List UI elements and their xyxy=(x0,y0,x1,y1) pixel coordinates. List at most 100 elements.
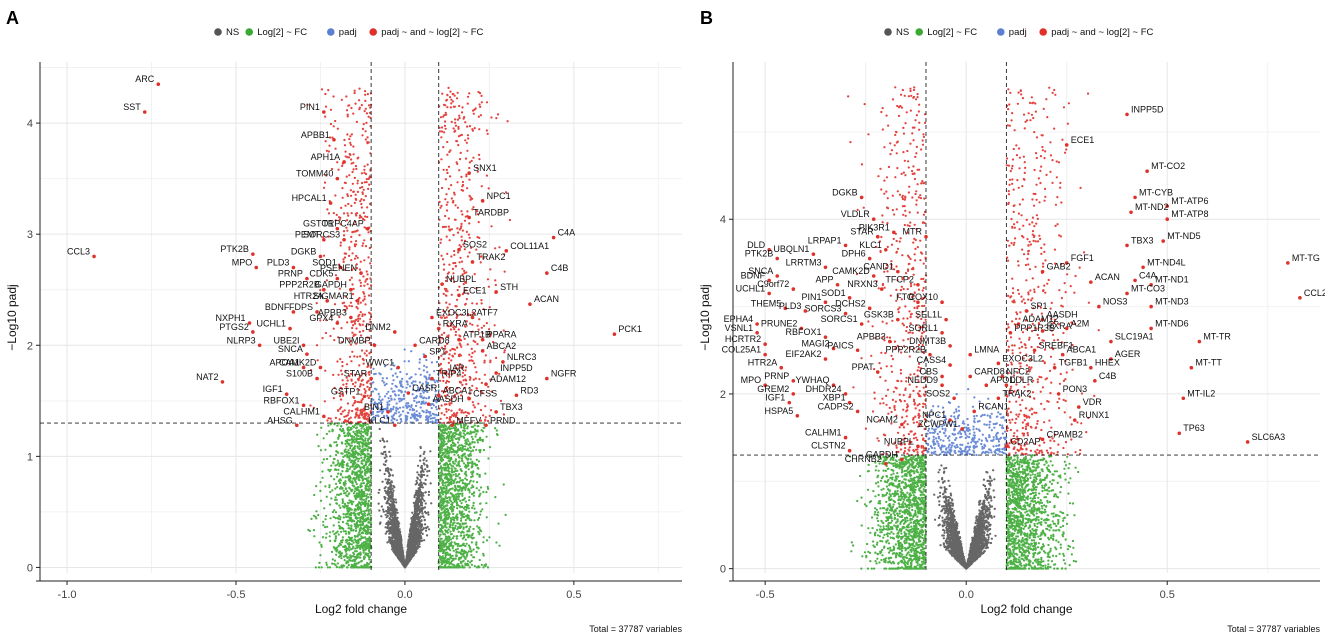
gene-label: PIN1 xyxy=(300,102,320,112)
gene-label: IGF1 xyxy=(765,393,785,403)
gene-label: MT-CO2 xyxy=(1151,161,1185,171)
labeled-point xyxy=(301,343,306,348)
points-padj xyxy=(370,343,440,424)
labeled-point xyxy=(811,252,816,256)
labeled-point xyxy=(883,462,888,466)
labeled-point xyxy=(1189,365,1194,370)
labeled-point xyxy=(1016,322,1021,326)
gene-label: C9orf72 xyxy=(757,279,789,289)
labeled-point xyxy=(318,365,323,370)
labeled-point xyxy=(755,330,759,335)
x-tick-label: 0.5 xyxy=(1160,589,1175,601)
gene-label: ARC xyxy=(135,74,155,84)
labeled-point xyxy=(362,394,367,399)
gene-label: STAR xyxy=(850,227,874,237)
labeled-point xyxy=(247,321,252,325)
labeled-point xyxy=(305,276,309,281)
gene-label: GSTP1 xyxy=(331,386,361,396)
labeled-point xyxy=(514,393,519,398)
labeled-point xyxy=(1064,326,1069,331)
labeled-point xyxy=(763,352,767,357)
gene-label: TOMM40 xyxy=(296,169,333,179)
gene-label: INPP5D xyxy=(500,363,533,373)
x-tick-label: 0.5 xyxy=(566,589,581,601)
labeled-point xyxy=(767,291,771,296)
y-tick-label: 0 xyxy=(720,564,726,576)
labeled-point xyxy=(1197,339,1202,344)
labeled-point xyxy=(484,423,488,428)
gene-label: MT-ND6 xyxy=(1155,318,1189,328)
labeled-point xyxy=(767,278,771,283)
gene-label: NAT2 xyxy=(196,372,218,382)
gene-label: RD3 xyxy=(520,385,538,395)
labeled-point xyxy=(430,315,434,320)
labeled-point xyxy=(1040,437,1045,442)
gene-label: PPP2R2B xyxy=(885,345,926,355)
labeled-point xyxy=(450,423,455,428)
labeled-point xyxy=(254,265,259,270)
gene-label: BIN1 xyxy=(364,402,384,412)
gene-label: C4A xyxy=(1139,270,1157,280)
gene-label: CALHM1 xyxy=(283,406,320,416)
gene-label: APH1A xyxy=(311,152,341,162)
gene-label: ATF7 xyxy=(477,308,498,318)
labeled-point xyxy=(1024,309,1029,313)
labeled-point xyxy=(322,414,326,419)
labeled-point xyxy=(1000,374,1005,379)
points-ns xyxy=(933,464,997,570)
gene-label: RXRA xyxy=(1047,321,1072,331)
gene-label: CDK5 xyxy=(309,269,333,279)
labeled-point xyxy=(322,287,326,292)
labeled-point xyxy=(948,418,952,422)
labeled-point xyxy=(791,379,796,383)
gene-label: TRAK2 xyxy=(477,252,506,262)
labeled-point xyxy=(775,256,780,261)
labeled-point xyxy=(1298,296,1302,300)
gene-label: NGFR xyxy=(551,369,577,379)
x-tick-label: -0.5 xyxy=(226,589,245,601)
gene-label: COX10 xyxy=(909,292,939,302)
gene-label: DCHS2 xyxy=(835,298,866,308)
gene-label: ADAM12 xyxy=(1022,314,1058,324)
gene-label: NXPH1 xyxy=(215,313,245,323)
gene-label: CASR xyxy=(412,383,438,393)
gene-label: APP xyxy=(816,275,834,285)
gene-label: C4A xyxy=(558,228,576,238)
gene-label: CCL3 xyxy=(67,246,90,256)
labeled-point xyxy=(288,326,292,331)
legend-label: padj xyxy=(339,27,357,38)
gene-label: SNX1 xyxy=(473,163,497,173)
gene-label: EIF2AK2 xyxy=(785,349,821,359)
gene-label: TFCP2 xyxy=(885,275,914,285)
gene-label: SP1 xyxy=(429,346,446,356)
labeled-point xyxy=(372,343,377,348)
gene-label: RCAN1 xyxy=(978,401,1009,411)
gene-label: MT-TG xyxy=(1292,253,1320,263)
gene-label: MAGI2 xyxy=(801,339,829,349)
gene-label: PEMT xyxy=(295,230,321,240)
gene-label: NEDD9 xyxy=(908,375,939,385)
labeled-point xyxy=(457,293,461,298)
gene-label: SREBF1 xyxy=(1039,340,1074,350)
labeled-point xyxy=(1076,405,1081,409)
gene-label: NRXN3 xyxy=(847,279,878,289)
labeled-point xyxy=(944,317,948,322)
labeled-point xyxy=(335,176,340,181)
gene-label: CARD8 xyxy=(419,335,450,345)
labeled-point xyxy=(1149,304,1153,309)
gene-label: UCHL1 xyxy=(736,283,766,293)
gene-label: PON3 xyxy=(1063,384,1088,394)
threshold-lines xyxy=(40,62,682,573)
gene-label: SP1 xyxy=(1031,301,1048,311)
labeled-point xyxy=(443,371,448,375)
gene-label: NOS3 xyxy=(1103,297,1128,307)
labeled-point xyxy=(871,217,876,222)
grid xyxy=(40,62,682,573)
labeled-point xyxy=(984,383,989,387)
gene-label: THEM5 xyxy=(751,298,782,308)
labeled-point xyxy=(900,422,904,427)
labeled-point xyxy=(440,282,444,286)
gene-label: PRNP xyxy=(764,371,789,381)
x-tick-label: 0.0 xyxy=(397,589,412,601)
